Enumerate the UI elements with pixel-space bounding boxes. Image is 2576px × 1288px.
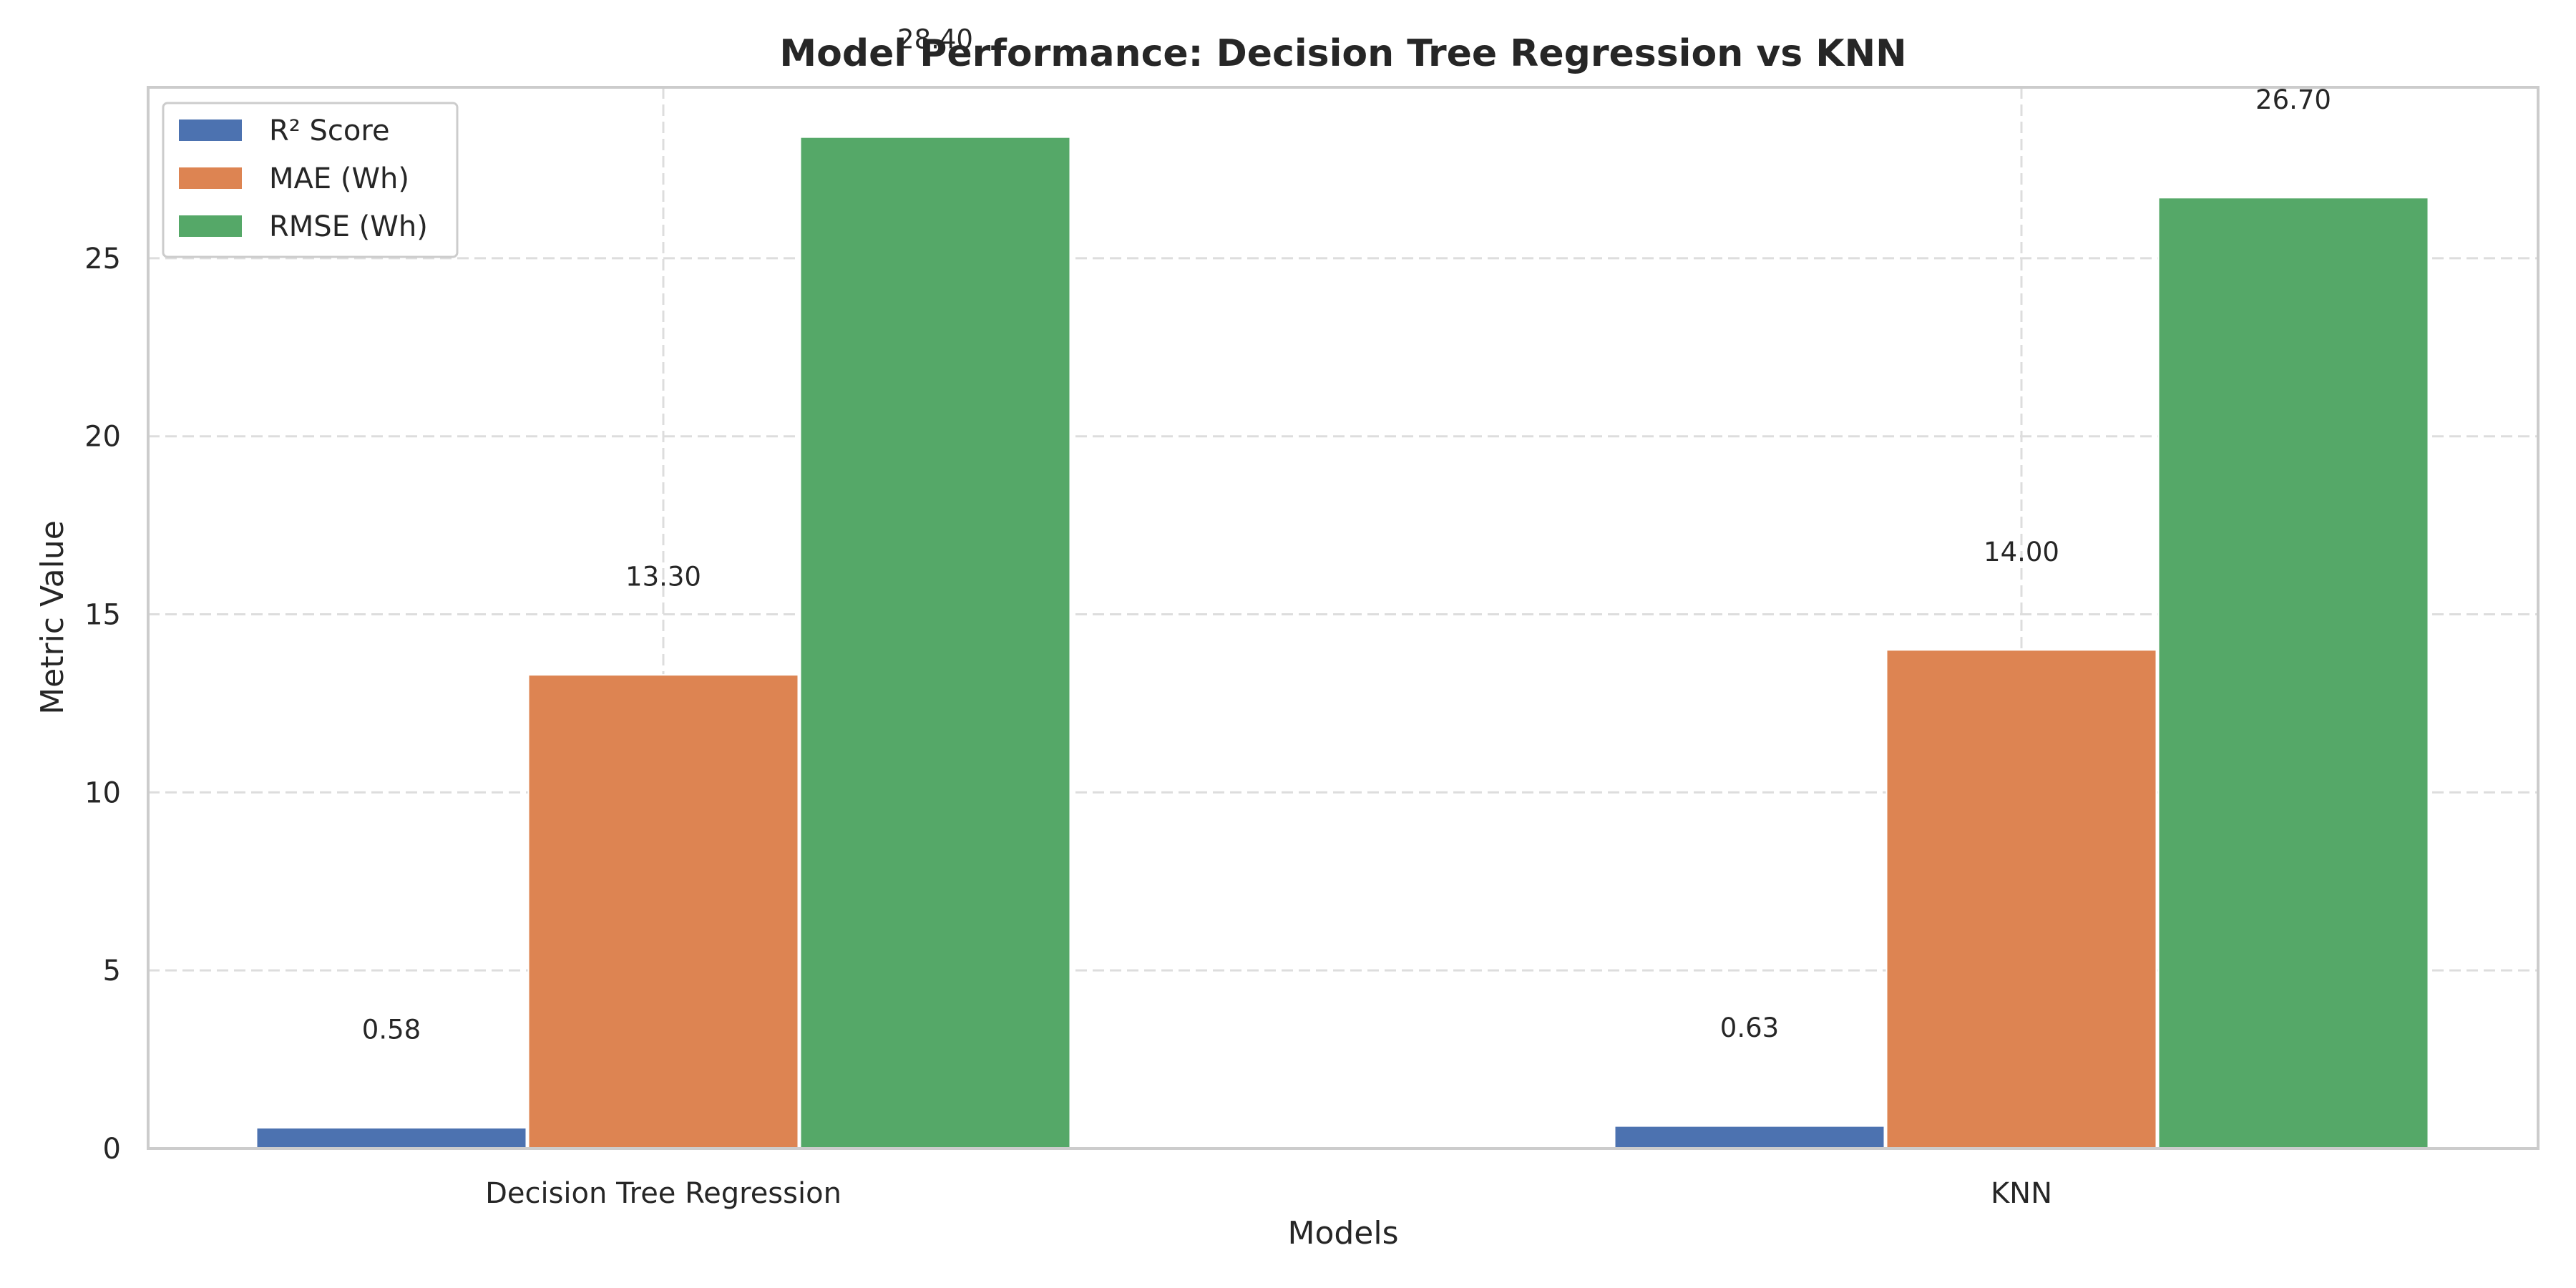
bar-value-label: 13.30	[625, 562, 701, 592]
legend-swatch-mae	[179, 167, 242, 189]
x-tick-label: Decision Tree Regression	[485, 1177, 841, 1210]
y-axis-label: Metric Value	[34, 520, 71, 715]
legend-swatch-r2	[179, 119, 242, 141]
x-tick-labels: Decision Tree Regression KNN	[485, 1177, 2052, 1210]
bar	[1885, 649, 2157, 1149]
legend-swatch-rmse	[179, 215, 242, 237]
x-tick-label: KNN	[1991, 1177, 2052, 1210]
y-tick-label: 25	[84, 243, 121, 275]
bar-value-label: 28.40	[897, 24, 973, 54]
bars	[255, 136, 2429, 1149]
legend-label-rmse: RMSE (Wh)	[269, 210, 428, 243]
bar-value-label: 14.00	[1984, 537, 2059, 567]
legend: R² Score MAE (Wh) RMSE (Wh)	[162, 102, 459, 258]
bar	[255, 1127, 527, 1149]
y-tick-label: 10	[84, 776, 121, 809]
y-tick-label: 5	[103, 955, 121, 987]
plot-frame	[147, 86, 2540, 1150]
chart-title: Model Performance: Decision Tree Regress…	[779, 32, 1906, 75]
y-tick-label: 0	[103, 1133, 121, 1166]
bar	[799, 136, 1071, 1149]
bar	[527, 674, 799, 1149]
bar-value-label: 0.63	[1720, 1013, 1779, 1043]
x-axis-label: Models	[1287, 1215, 1398, 1252]
value-labels: 0.58 0.63 13.30 14.00 28.40 26.70	[362, 24, 2331, 1045]
bar-value-label: 26.70	[2255, 84, 2331, 115]
bar	[2157, 197, 2429, 1149]
y-tick-label: 15	[84, 599, 121, 632]
legend-label-mae: MAE (Wh)	[269, 162, 409, 195]
bar-value-label: 0.58	[362, 1015, 421, 1045]
y-tick-labels: 0 5 10 15 20 25	[84, 243, 121, 1166]
bar	[1614, 1125, 1885, 1149]
legend-label-r2: R² Score	[269, 114, 390, 147]
y-tick-label: 20	[84, 421, 121, 454]
